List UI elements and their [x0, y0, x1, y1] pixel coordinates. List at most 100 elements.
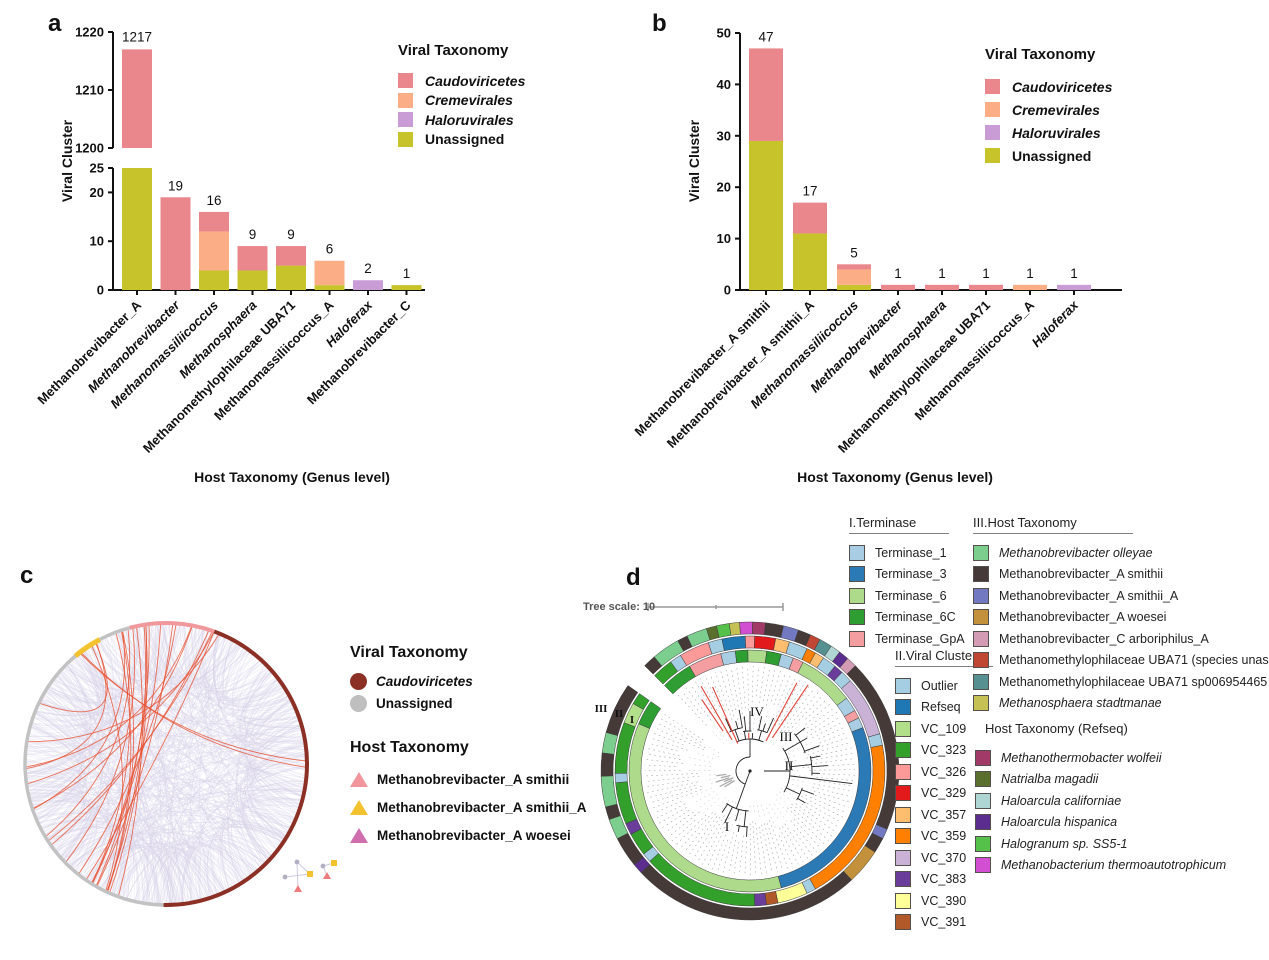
legend-item: Methanosphaera stadtmanae — [973, 693, 1269, 715]
chord — [53, 677, 109, 885]
chord — [63, 624, 182, 691]
satellite-node-dot — [320, 863, 326, 869]
chord — [42, 694, 249, 879]
chord — [59, 785, 306, 858]
chord — [161, 624, 273, 693]
chord — [188, 637, 229, 903]
chord — [32, 796, 297, 819]
chord — [237, 656, 306, 777]
legend-label: Methanobrevibacter_A smithii_A — [999, 588, 1179, 603]
clade-label: IV — [750, 704, 764, 719]
chord — [91, 630, 131, 885]
chord — [60, 624, 168, 859]
chord — [132, 624, 181, 675]
chord — [73, 821, 284, 872]
bar-segment-Unassigned — [314, 285, 345, 290]
chord — [46, 638, 231, 840]
chord — [46, 760, 306, 839]
legend-swatch — [398, 92, 413, 108]
chord — [39, 701, 303, 737]
bar-segment-Unassigned — [276, 265, 306, 290]
chord — [29, 726, 188, 904]
chord — [26, 674, 87, 775]
legend-label: Halogranum sp. SS5-1 — [1001, 836, 1128, 851]
chord — [232, 648, 306, 749]
chord — [26, 663, 91, 779]
legend-swatch — [849, 630, 865, 647]
chord — [46, 699, 292, 839]
chord — [88, 627, 205, 683]
legend-swatch — [973, 673, 989, 690]
bar-segment-Haloruvirales — [1057, 284, 1091, 290]
chord — [53, 830, 221, 895]
chord — [178, 765, 306, 904]
chord — [217, 639, 270, 861]
chord — [151, 805, 301, 904]
chord — [28, 661, 264, 796]
chord — [26, 749, 286, 840]
chord — [218, 638, 278, 699]
chord — [35, 812, 191, 904]
chord — [48, 764, 306, 844]
chord — [30, 801, 258, 872]
x-category-label: Methanosphaera — [865, 298, 949, 382]
chord — [151, 633, 221, 904]
arc — [736, 824, 749, 828]
legend-item: VC_383 — [895, 869, 993, 891]
chord — [181, 834, 275, 904]
chord — [34, 627, 202, 717]
bar-segment-Caudoviricetes — [837, 264, 871, 270]
chord — [182, 624, 266, 689]
chord — [249, 703, 296, 822]
chord — [59, 624, 144, 858]
legend-item: Methanothermobacter wolfeii — [975, 747, 1226, 769]
chord — [116, 837, 267, 897]
legend-rows: Methanobrevibacter_A smithii Methanobrevi… — [350, 765, 587, 849]
bar-segment-Caudoviricetes — [969, 284, 1003, 290]
chord — [26, 744, 90, 861]
legend-item: Terminase_1 — [849, 542, 965, 564]
chord — [99, 726, 303, 889]
legend-swatch — [895, 763, 911, 780]
chord — [38, 793, 303, 825]
chord — [26, 629, 211, 787]
chord — [213, 632, 302, 728]
chord — [30, 723, 88, 852]
legend-item: Unassigned — [985, 144, 1112, 167]
chord — [69, 661, 295, 822]
chord — [26, 743, 226, 893]
bar-value-label: 2 — [364, 261, 372, 276]
chord — [144, 624, 292, 830]
legend-swatch — [849, 544, 865, 561]
chord — [49, 690, 287, 844]
chord — [118, 630, 299, 814]
chord — [27, 789, 122, 897]
chord — [246, 699, 292, 833]
chord — [105, 700, 293, 892]
chord — [27, 738, 305, 748]
chord — [42, 738, 305, 833]
legend-rows: Caudoviricetes Unassigned — [350, 670, 473, 714]
chord — [67, 662, 304, 797]
chord — [86, 638, 230, 882]
chord — [28, 643, 105, 796]
chord — [191, 625, 302, 728]
chord — [26, 784, 220, 895]
chord — [144, 624, 295, 712]
legend-item: VC_390 — [895, 890, 993, 912]
bar-segment-Haloruvirales — [353, 280, 383, 290]
chord — [29, 726, 292, 830]
chord — [80, 844, 176, 904]
satellite-node-dot — [294, 859, 300, 865]
legend-swatch — [398, 131, 413, 147]
legend-label: Methanobacterium thermoautotrophicum — [1001, 858, 1227, 873]
chord — [27, 675, 88, 794]
chord — [27, 663, 92, 792]
chord — [49, 684, 291, 832]
legend-swatch — [895, 914, 911, 931]
chord — [27, 737, 81, 831]
chord — [44, 625, 139, 704]
chord — [50, 624, 180, 699]
legend-swatch — [975, 792, 991, 809]
legend-item: Methanobrevibacter_A woesei — [973, 607, 1269, 629]
